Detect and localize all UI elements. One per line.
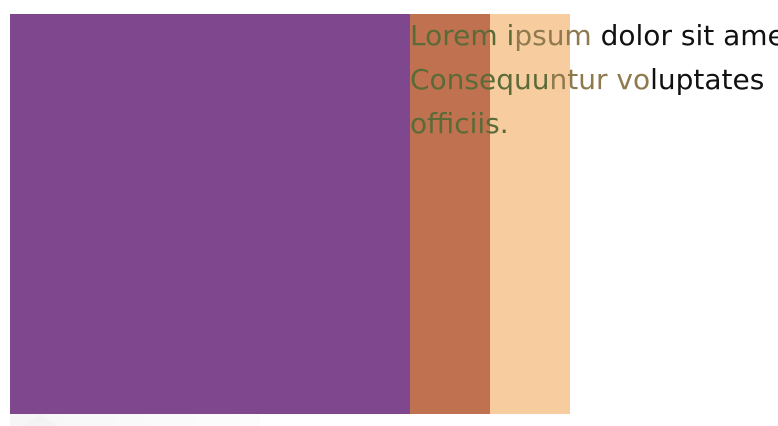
paragraph-line-2: Consequuntur voluptates: [410, 63, 765, 96]
peach-block: [490, 14, 570, 414]
tooltip-arrow-icon: [22, 414, 58, 426]
lorem-paragraph: Lorem ipsum dolor sit amet Consequuntur …: [410, 14, 778, 146]
bottom-shadow: [10, 414, 260, 426]
purple-block: [10, 14, 410, 414]
paragraph-line-3: officiis.: [410, 107, 509, 140]
paragraph-line-1: Lorem ipsum dolor sit amet: [410, 19, 778, 52]
rust-block: [410, 14, 490, 414]
